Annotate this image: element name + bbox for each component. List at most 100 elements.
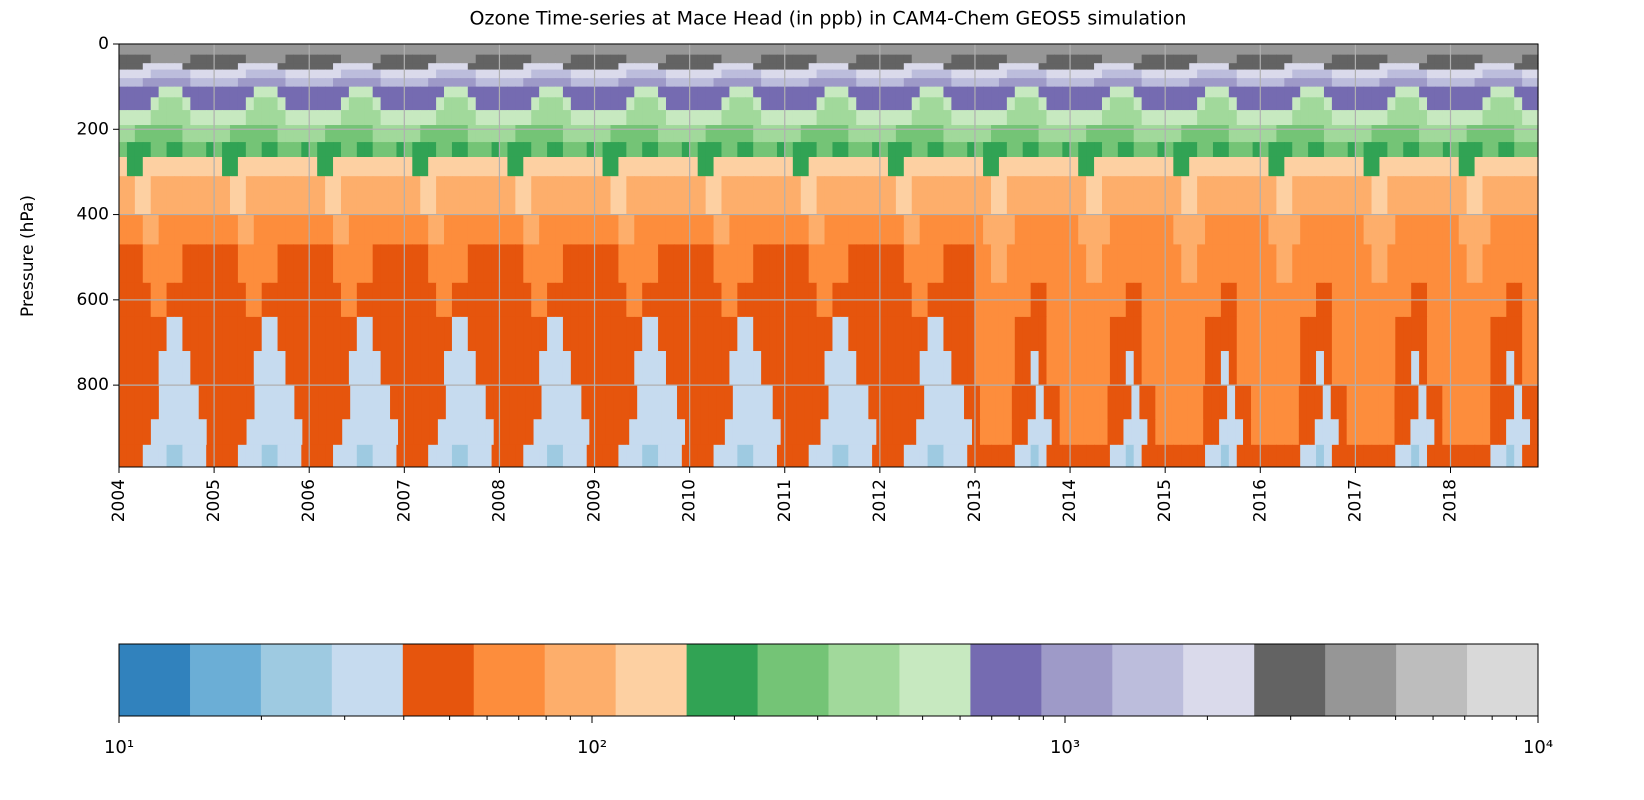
- heatmap-cell: [119, 244, 128, 284]
- heatmap-cell: [1276, 316, 1285, 352]
- heatmap-cell: [562, 351, 572, 386]
- heatmap-cell: [119, 78, 128, 88]
- heatmap-cell: [562, 44, 572, 56]
- heatmap-cell: [983, 244, 992, 284]
- heatmap-cell: [991, 351, 1000, 386]
- heatmap-cell: [325, 244, 334, 284]
- heatmap-cell: [1220, 351, 1230, 386]
- heatmap-cell: [697, 176, 707, 215]
- heatmap-cell: [737, 176, 746, 215]
- heatmap-cell: [1244, 142, 1254, 158]
- heatmap-cell: [812, 385, 822, 420]
- heatmap-cell: [1331, 351, 1341, 386]
- heatmap-cell: [1530, 97, 1539, 111]
- heatmap-cell: [753, 54, 762, 64]
- heatmap-cell: [1268, 78, 1277, 88]
- heatmap-cell: [269, 44, 279, 56]
- heatmap-cell: [134, 176, 144, 215]
- heatmap-cell: [1347, 125, 1357, 143]
- heatmap-cell: [302, 419, 311, 446]
- colorbar-swatch: [402, 644, 475, 716]
- heatmap-cell: [975, 244, 984, 284]
- heatmap-cell: [1514, 214, 1523, 245]
- heatmap-cell: [1379, 156, 1388, 177]
- heatmap-cell: [174, 63, 184, 70]
- heatmap-cell: [1094, 86, 1103, 98]
- heatmap-cell: [573, 385, 582, 420]
- heatmap-cell: [190, 316, 199, 352]
- heatmap-cell: [776, 142, 786, 158]
- heatmap-cell: [729, 44, 738, 56]
- heatmap-cell: [800, 244, 810, 284]
- heatmap-cell: [1062, 110, 1071, 126]
- heatmap-cell: [214, 69, 223, 79]
- heatmap-cell: [1043, 385, 1053, 420]
- heatmap-cell: [1276, 110, 1285, 126]
- heatmap-cell: [1498, 419, 1507, 446]
- heatmap-cell: [658, 444, 667, 468]
- heatmap-cell: [412, 156, 421, 177]
- heatmap-cell: [1371, 244, 1381, 284]
- heatmap-cell: [864, 125, 873, 143]
- heatmap-cell: [190, 97, 199, 111]
- colorbar-swatch: [119, 644, 191, 716]
- heatmap-cell: [1434, 54, 1444, 64]
- heatmap-cell: [1347, 97, 1357, 111]
- heatmap-cell: [1078, 69, 1087, 79]
- heatmap-cell: [1235, 385, 1244, 420]
- heatmap-cell: [1482, 351, 1492, 386]
- heatmap-cell: [1251, 385, 1260, 420]
- heatmap-cell: [1228, 142, 1238, 158]
- heatmap-cell: [555, 110, 564, 126]
- heatmap-cell: [1086, 78, 1095, 88]
- heatmap-cell: [467, 176, 477, 215]
- heatmap-cell: [1038, 244, 1048, 284]
- heatmap-cell: [420, 44, 429, 56]
- heatmap-cell: [1514, 78, 1523, 88]
- heatmap-cell: [1339, 97, 1349, 111]
- heatmap-cell: [333, 78, 342, 88]
- heatmap-cell: [1157, 110, 1167, 126]
- heatmap-cell: [610, 125, 620, 143]
- heatmap-cell: [1149, 214, 1159, 245]
- heatmap-cell: [1133, 110, 1143, 126]
- heatmap-cell: [1339, 142, 1349, 158]
- heatmap-cell: [1466, 110, 1476, 126]
- heatmap-cell: [808, 176, 818, 215]
- heatmap-cell: [1133, 63, 1143, 70]
- heatmap-cell: [444, 44, 453, 56]
- heatmap-cell: [1220, 86, 1230, 98]
- heatmap-cell: [562, 110, 572, 126]
- heatmap-cell: [713, 78, 723, 88]
- heatmap-cell: [206, 419, 216, 446]
- heatmap-cell: [769, 156, 778, 177]
- heatmap-cell: [1514, 54, 1523, 64]
- heatmap-cell: [515, 142, 524, 158]
- heatmap-cell: [348, 86, 358, 98]
- heatmap-cell: [404, 444, 413, 468]
- heatmap-cell: [229, 142, 239, 158]
- heatmap-cell: [1181, 97, 1190, 111]
- heatmap-cell: [491, 156, 501, 177]
- heatmap-cell: [769, 86, 778, 98]
- heatmap-cell: [533, 419, 543, 446]
- heatmap-cell: [396, 63, 405, 70]
- heatmap-cell: [816, 214, 826, 245]
- heatmap-cell: [729, 54, 738, 64]
- heatmap-cell: [1157, 156, 1167, 177]
- heatmap-cell: [1157, 97, 1167, 111]
- heatmap-cell: [943, 44, 952, 56]
- heatmap-cell: [1014, 63, 1024, 70]
- heatmap-cell: [237, 316, 247, 352]
- heatmap-cell: [618, 110, 627, 126]
- heatmap-cell: [959, 316, 968, 352]
- heatmap-cell: [475, 142, 485, 158]
- heatmap-cell: [198, 244, 207, 284]
- heatmap-cell: [836, 419, 846, 446]
- heatmap-cell: [1212, 351, 1222, 386]
- heatmap-cell: [737, 44, 746, 56]
- heatmap-cell: [451, 244, 461, 284]
- heatmap-cell: [570, 69, 580, 79]
- heatmap-cell: [1109, 63, 1119, 70]
- heatmap-cell: [951, 156, 960, 177]
